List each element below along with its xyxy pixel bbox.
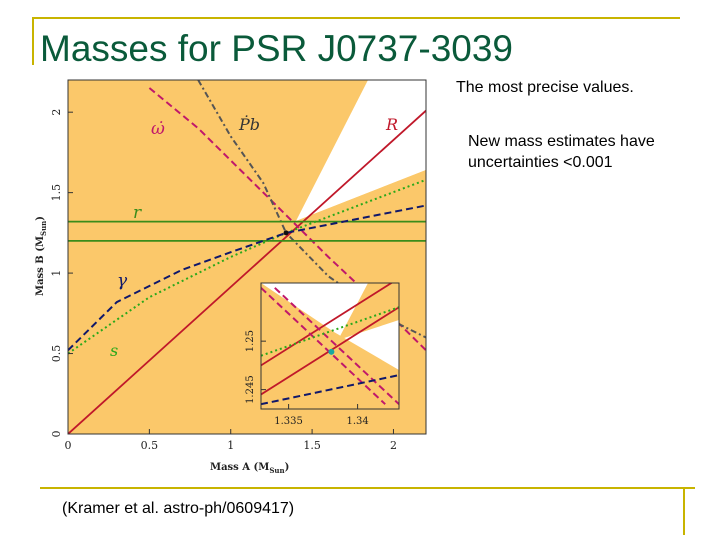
slide-title: Masses for PSR J0737-3039 <box>40 28 514 69</box>
x-axis-label: Mass A (MSun) <box>210 462 289 475</box>
main-y-tick-label-0: 0 <box>50 431 63 438</box>
main-x-tick-label-4: 2 <box>390 439 397 452</box>
main-x-tick-label-2: 1 <box>227 439 234 452</box>
inset-x-tick-label-1: 1.34 <box>346 416 368 427</box>
main-x-tick-label-3: 1.5 <box>303 439 321 452</box>
note-precise-values: The most precise values. <box>456 79 634 96</box>
main-x-tick-label-1: 0.5 <box>141 439 159 452</box>
inset-plot-area <box>261 283 399 409</box>
main-series-s-5 <box>68 178 426 355</box>
inset-series-gamma-5 <box>261 374 399 406</box>
inset-frame <box>260 282 400 410</box>
y-axis-label: Mass B (MSun) <box>35 216 48 296</box>
excluded-sliver <box>296 170 426 221</box>
citation: (Kramer et al. astro-ph/0609417) <box>62 500 295 517</box>
inset-series-omega-dot-3 <box>274 287 399 405</box>
accent-line-left <box>32 17 34 65</box>
label-R: R <box>385 115 398 134</box>
inset-best-fit-marker <box>328 348 335 355</box>
inset-excluded-lower <box>261 283 399 409</box>
main-y-tick-label-3: 1.5 <box>50 184 63 202</box>
main-x-tick-label-0: 0 <box>65 439 72 452</box>
inset-y-tick-label-1: 1.25 <box>245 330 256 352</box>
mass-mass-chart: ω̇ Ṗb R r γ s 0 0.5 1 1.5 2 0 0.5 1 1.5 2 Mass A … <box>35 79 427 475</box>
label-gamma: γ <box>117 271 128 291</box>
inset-x-tick-label-0: 1.335 <box>274 416 303 427</box>
main-plot-frame <box>67 79 427 435</box>
allowed-region <box>296 80 426 221</box>
inset-series-R-0 <box>261 283 394 367</box>
accent-line-top <box>32 17 680 19</box>
label-pbdot: Ṗb <box>238 114 260 134</box>
inset-excluded-region <box>338 283 399 340</box>
main-series-gamma-6 <box>68 204 426 352</box>
inset-series-omega-dot-2 <box>261 287 386 405</box>
main-series-pbdot-2 <box>197 80 426 339</box>
inset-series-s-4 <box>261 306 399 357</box>
label-r: r <box>133 203 142 223</box>
main-y-tick-label-1: 0.5 <box>50 345 63 363</box>
main-intersection-marker <box>283 230 289 236</box>
main-y-tick-label-2: 1 <box>50 270 63 277</box>
inset-y-tick-label-0: 1.245 <box>245 375 256 404</box>
main-series-R-0 <box>68 109 426 434</box>
label-s: s <box>110 341 118 360</box>
main-y-tick-label-4: 2 <box>50 109 63 116</box>
main-plot-area <box>68 80 426 434</box>
mass-mass-diagram: ω̇ Ṗb R r γ s 0 0.5 1 1.5 2 0 0.5 1 1.5 2 Mass A … <box>28 70 432 482</box>
accent-line-right <box>683 487 685 535</box>
note-uncertainties: New mass estimates have uncertainties <0… <box>468 133 655 171</box>
label-omega-dot: ω̇ <box>151 119 165 139</box>
accent-line-bottom <box>40 487 695 489</box>
